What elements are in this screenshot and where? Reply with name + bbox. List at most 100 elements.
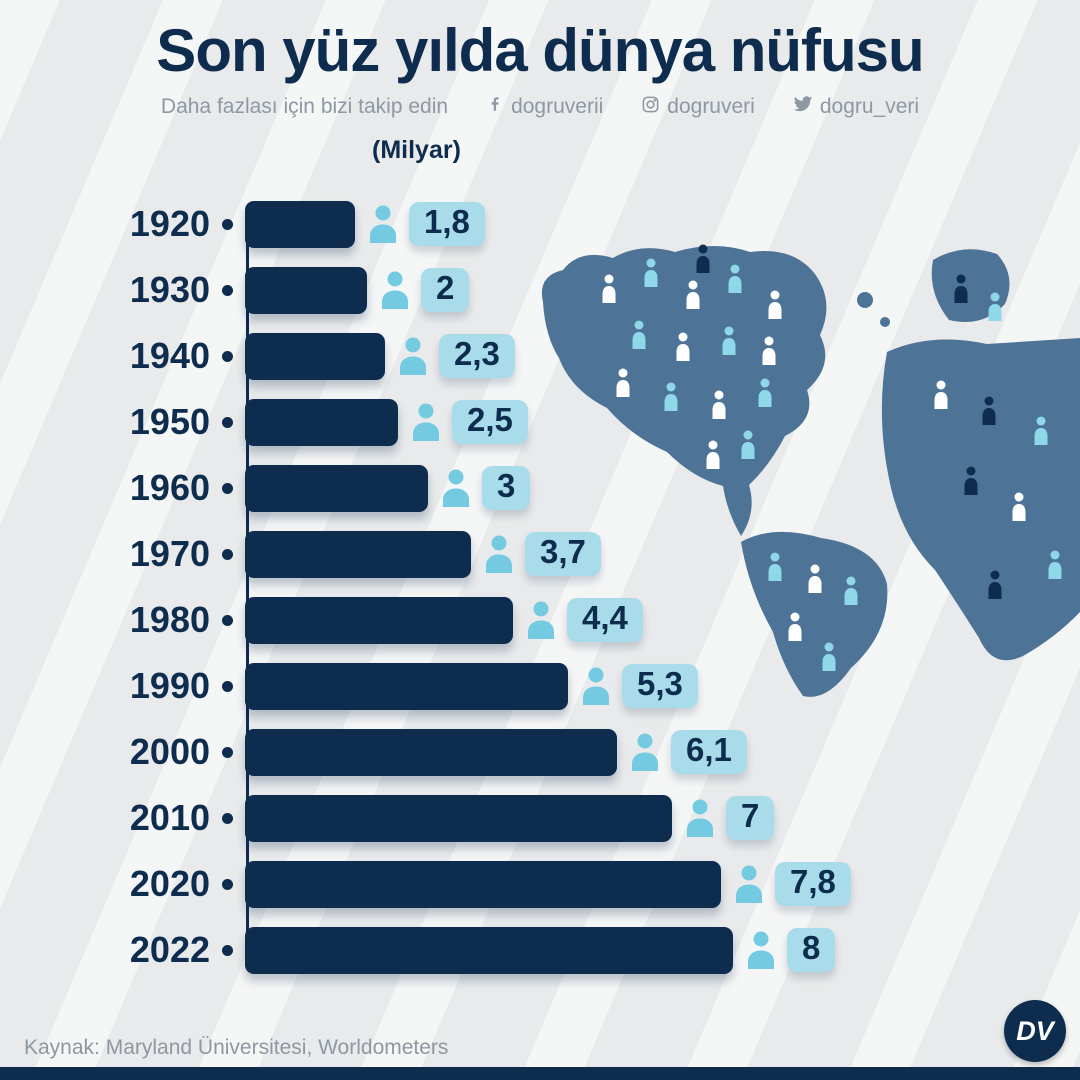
axis-line bbox=[246, 224, 249, 950]
axis-dot bbox=[222, 746, 233, 758]
year-label: 1990 bbox=[129, 665, 210, 706]
value-badge: 6,1 bbox=[671, 730, 747, 774]
axis-dot bbox=[222, 482, 233, 494]
chart-row: 1950 2,5 bbox=[20, 389, 1060, 455]
instagram-icon bbox=[641, 95, 660, 120]
value-badge: 2,5 bbox=[452, 400, 528, 444]
person-icon bbox=[367, 205, 399, 243]
axis-dot-cell bbox=[210, 746, 245, 758]
axis-dot bbox=[222, 284, 233, 296]
value-badge: 5,3 bbox=[622, 664, 698, 708]
population-bar bbox=[245, 398, 398, 446]
social-facebook[interactable]: dogruverii bbox=[486, 95, 603, 119]
axis-dot bbox=[222, 878, 233, 890]
source-text: Kaynak: Maryland Üniversitesi, Worldomet… bbox=[24, 1036, 449, 1059]
chart-row: 1970 3,7 bbox=[20, 521, 1060, 587]
chart-row: 2020 7,8 bbox=[20, 851, 1060, 917]
axis-dot-cell bbox=[210, 284, 245, 296]
person-icon bbox=[397, 337, 429, 375]
year-label: 1980 bbox=[129, 599, 210, 640]
value-badge: 1,8 bbox=[409, 202, 485, 246]
chart-row: 2000 6,1 bbox=[20, 719, 1060, 785]
value-badge: 2 bbox=[421, 268, 470, 312]
axis-dot bbox=[222, 218, 233, 230]
subtitle-text: Daha fazlası için bizi takip edin bbox=[160, 95, 449, 118]
map-north-america bbox=[541, 246, 827, 536]
chart-row: 2022 8 bbox=[20, 917, 1060, 983]
facebook-handle: dogruverii bbox=[511, 95, 604, 118]
person-icon bbox=[733, 865, 765, 903]
axis-dot bbox=[222, 416, 233, 428]
axis-dot-cell bbox=[210, 614, 245, 626]
person-icon bbox=[525, 601, 557, 639]
value-badge: 3 bbox=[482, 466, 531, 510]
year-label: 1930 bbox=[129, 269, 210, 310]
chart-row: 1990 5,3 bbox=[20, 653, 1060, 719]
year-label: 1950 bbox=[129, 401, 210, 442]
value-badge: 7 bbox=[726, 796, 775, 840]
subtitle-row: Daha fazlası için bizi takip edin dogruv… bbox=[0, 94, 1080, 120]
axis-dot-cell bbox=[210, 218, 245, 230]
year-label: 1970 bbox=[129, 533, 210, 574]
axis-dot-cell bbox=[210, 350, 245, 362]
value-badge: 8 bbox=[787, 928, 836, 972]
axis-dot-cell bbox=[210, 680, 245, 692]
population-bar bbox=[245, 530, 471, 578]
population-bar bbox=[245, 266, 367, 314]
population-bar bbox=[245, 794, 672, 842]
social-twitter[interactable]: dogru_veri bbox=[793, 94, 919, 120]
chart-rows: 1920 1,8 1930 2 1940 2,3 1950 2,5 1960 3 1970 3,7 19… bbox=[20, 191, 1060, 983]
value-badge: 3,7 bbox=[525, 532, 601, 576]
chart-row: 2010 7 bbox=[20, 785, 1060, 851]
social-instagram[interactable]: dogruveri bbox=[641, 95, 755, 120]
axis-dot bbox=[222, 548, 233, 560]
year-label: 1920 bbox=[129, 203, 210, 244]
axis-dot-cell bbox=[210, 482, 245, 494]
twitter-icon bbox=[793, 94, 813, 120]
unit-label: (Milyar) bbox=[372, 136, 461, 164]
chart-row: 1940 2,3 bbox=[20, 323, 1060, 389]
map-europe bbox=[931, 249, 1010, 322]
chart-row: 1960 3 bbox=[20, 455, 1060, 521]
person-icon bbox=[379, 271, 411, 309]
person-icon bbox=[440, 469, 472, 507]
axis-dot bbox=[222, 350, 233, 362]
value-badge: 4,4 bbox=[567, 598, 643, 642]
axis-dot-cell bbox=[210, 944, 245, 956]
axis-dot bbox=[222, 680, 233, 692]
year-label: 1960 bbox=[129, 467, 210, 508]
chart-row: 1930 2 bbox=[20, 257, 1060, 323]
person-icon bbox=[745, 931, 777, 969]
axis-dot-cell bbox=[210, 416, 245, 428]
chart-row: 1980 4,4 bbox=[20, 587, 1060, 653]
year-label: 2010 bbox=[129, 797, 210, 838]
value-badge: 2,3 bbox=[439, 334, 515, 378]
dv-logo-text: DV bbox=[1016, 1015, 1054, 1046]
person-icon bbox=[629, 733, 661, 771]
axis-dot bbox=[222, 812, 233, 824]
population-bar bbox=[245, 860, 721, 908]
person-icon bbox=[580, 667, 612, 705]
axis-dot-cell bbox=[210, 878, 245, 890]
population-bar bbox=[245, 596, 513, 644]
person-icon bbox=[483, 535, 515, 573]
population-bar bbox=[245, 926, 733, 974]
population-bar-chart: 1920 1,8 1930 2 1940 2,3 1950 2,5 1960 3 1970 3,7 19… bbox=[20, 191, 1060, 983]
dv-logo: DV bbox=[1004, 1000, 1066, 1062]
year-label: 2000 bbox=[129, 731, 210, 772]
map-africa bbox=[881, 338, 1080, 661]
person-icon bbox=[410, 403, 442, 441]
population-bar bbox=[245, 464, 428, 512]
year-label: 2020 bbox=[129, 863, 210, 904]
chart-row: 1920 1,8 bbox=[20, 191, 1060, 257]
axis-dot bbox=[222, 944, 233, 956]
population-bar bbox=[245, 662, 568, 710]
facebook-icon bbox=[486, 95, 504, 119]
population-bar bbox=[245, 332, 385, 380]
axis-dot-cell bbox=[210, 812, 245, 824]
year-label: 1940 bbox=[129, 335, 210, 376]
person-icon bbox=[684, 799, 716, 837]
instagram-handle: dogruveri bbox=[667, 95, 755, 118]
axis-dot-cell bbox=[210, 548, 245, 560]
